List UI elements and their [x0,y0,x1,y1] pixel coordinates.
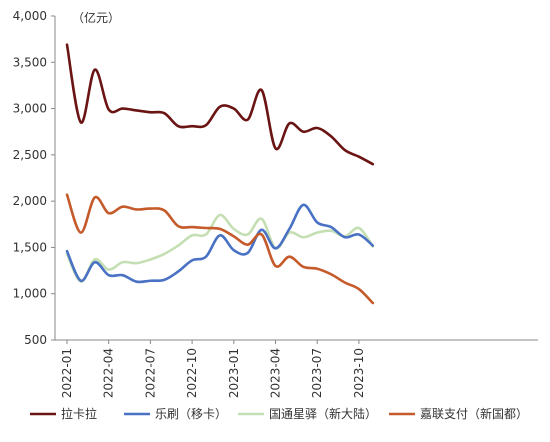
legend-label: 拉卡拉 [61,406,97,421]
x-tick-label: 2022-01 [60,348,74,398]
x-tick-label: 2022-07 [143,348,157,398]
series-line-3 [65,193,375,305]
y-tick-label: 4,000 [13,9,47,23]
y-tick-label: 2,500 [13,148,47,162]
legend-label: 乐刷（移卡） [155,407,227,421]
y-tick-label: 3,500 [13,55,47,69]
x-tick-label: 2023-10 [352,348,366,398]
y-tick-label: 1,500 [13,240,47,254]
x-tick-label: 2022-04 [102,348,116,398]
y-tick-label: 1,000 [13,287,47,301]
x-tick-label: 2023-01 [227,348,241,398]
series-line-2 [65,213,375,283]
series-line-0 [65,43,375,166]
legend-label: 嘉联支付（新国都） [420,406,528,421]
y-tick-label: 500 [24,333,47,347]
x-tick-label: 2023-04 [269,348,283,398]
legend-label: 国通星驿（新大陆） [269,406,377,421]
y-tick-label: 2,000 [13,194,47,208]
y-tick-label: 3,000 [13,102,47,116]
series-line-1 [65,203,375,284]
x-tick-label: 2023-07 [310,348,324,398]
x-tick-label: 2022-10 [185,348,199,398]
unit-label: （亿元） [72,10,120,25]
